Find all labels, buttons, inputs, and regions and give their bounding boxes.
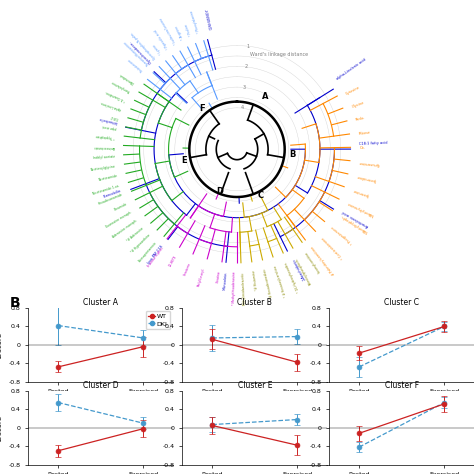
Text: C26H45NO7: C26H45NO7: [205, 8, 213, 30]
Text: * 4-Guanidino.: * 4-Guanidino.: [104, 89, 126, 101]
Text: *# Hypoxanthine: *# Hypoxanthine: [130, 234, 151, 255]
Text: alpha-Linoleno.: alpha-Linoleno.: [99, 99, 122, 111]
Text: Creatine: Creatine: [216, 270, 221, 283]
Text: 1: 1: [246, 44, 249, 48]
Text: Aminooctanoic: Aminooctanoic: [92, 145, 115, 149]
Y-axis label: Z-score: Z-score: [0, 415, 3, 441]
Text: pipe acet.: pipe acet.: [101, 123, 117, 129]
Text: Hexadecanamide: Hexadecanamide: [98, 192, 124, 206]
Text: lyso-PAF C16: lyso-PAF C16: [146, 245, 164, 265]
Text: # Palmitoylcarnitine: # Palmitoylcarnitine: [311, 245, 336, 275]
Text: Phenylalanine: Phenylalanine: [110, 79, 130, 93]
Text: Serotonin: Serotonin: [182, 262, 192, 276]
Text: * Tryptophan: * Tryptophan: [96, 133, 116, 139]
Title: Cluster A: Cluster A: [83, 298, 118, 307]
Text: Ox.: Ox.: [359, 146, 365, 150]
Text: Guanosine monoph.: Guanosine monoph.: [105, 210, 133, 229]
Text: *# Hexadecanedioic: *# Hexadecanedioic: [263, 268, 274, 299]
Text: Eicosapentaenoic: Eicosapentaenoic: [138, 240, 158, 263]
Text: *# Histamine: *# Histamine: [252, 270, 259, 291]
Text: N-Acetyltyrosine: N-Acetyltyrosine: [346, 201, 374, 217]
Legend: WT, DKI: WT, DKI: [146, 311, 170, 329]
Text: *# Adenosine: *# Adenosine: [126, 226, 145, 243]
Text: * Arginine: * Arginine: [175, 25, 185, 40]
Text: 2-Arachidonic: 2-Arachidonic: [292, 257, 306, 281]
Text: E: E: [182, 156, 187, 165]
Text: B: B: [290, 150, 296, 159]
Text: * 16-Hydroxyhexadec.: * 16-Hydroxyhexadec.: [284, 261, 301, 293]
Text: Spermidine: Spermidine: [356, 174, 377, 182]
Y-axis label: Z-score: Z-score: [0, 332, 3, 358]
Text: * Lysine: * Lysine: [153, 42, 163, 54]
Text: A: A: [262, 91, 268, 100]
Text: Adenosine monoph.: Adenosine monoph.: [112, 219, 138, 239]
Text: N-Acetyltryptoph.: N-Acetyltryptoph.: [339, 213, 368, 233]
Text: Lithocholic: Lithocholic: [98, 116, 118, 124]
Text: Prolyl/Leucyl.: Prolyl/Leucyl.: [197, 267, 207, 287]
Text: alpha-Linolenic acid: alpha-Linolenic acid: [336, 57, 367, 81]
Text: C18:2: C18:2: [110, 114, 119, 120]
Text: B: B: [9, 296, 20, 310]
Text: Cytosine: Cytosine: [345, 85, 361, 96]
Text: Glycochenodeox.: Glycochenodeox.: [128, 39, 153, 64]
Text: Monoolein: Monoolein: [222, 271, 228, 290]
Text: Oleamide: Oleamide: [113, 201, 128, 211]
Text: Testosterone: Testosterone: [128, 57, 145, 72]
Text: D: D: [217, 187, 223, 196]
Text: Methylimidazoleacetic: Methylimidazoleacetic: [241, 272, 247, 305]
Title: Cluster E: Cluster E: [237, 381, 272, 390]
Text: Redu.: Redu.: [356, 116, 366, 122]
Text: C18:1 fatty acid: C18:1 fatty acid: [359, 141, 388, 146]
Text: Stearoylcarnitine: Stearoylcarnitine: [304, 250, 321, 273]
Title: Cluster F: Cluster F: [385, 381, 419, 390]
Title: Cluster B: Cluster B: [237, 298, 272, 307]
Text: * Progesterone: * Progesterone: [331, 225, 354, 244]
Text: Ribose: Ribose: [358, 130, 371, 136]
Text: Arachidonic acid: Arachidonic acid: [342, 209, 369, 227]
Text: * Proline: * Proline: [184, 23, 193, 36]
Text: * # Hexanoylcarnitine: * # Hexanoylcarnitine: [274, 264, 288, 298]
Text: F: F: [200, 103, 205, 112]
Text: 4: 4: [241, 106, 244, 110]
Text: Nicotinamide 1-ox.: Nicotinamide 1-ox.: [92, 183, 121, 196]
Text: Spermine: Spermine: [352, 187, 369, 197]
Text: Palmitoylphosphoch.: Palmitoylphosphoch.: [294, 255, 313, 284]
Text: 3: 3: [242, 85, 246, 90]
Text: 2-Aminobut.: 2-Aminobut.: [118, 71, 136, 84]
Text: C: C: [257, 191, 264, 200]
Text: * Methylthioadenosine: * Methylthioadenosine: [232, 272, 237, 305]
Text: Threonine/Homoserine: Threonine/Homoserine: [123, 39, 150, 66]
Text: 12-HETE: 12-HETE: [168, 255, 178, 267]
Title: Cluster C: Cluster C: [384, 298, 419, 307]
Text: * Pipecolic acid: * Pipecolic acid: [154, 28, 170, 49]
Text: * Isoleucine/Leucine: * Isoleucine/Leucine: [159, 16, 178, 45]
Text: Kynuramine: Kynuramine: [358, 160, 380, 166]
Text: Glycine: Glycine: [351, 100, 365, 109]
Text: Fructose 6-phos.: Fructose 6-phos.: [147, 246, 165, 268]
Text: Nicotinoylglycine: Nicotinoylglycine: [91, 164, 116, 172]
Text: Glycerophospho-N-palm.: Glycerophospho-N-palm.: [129, 29, 156, 60]
Text: Stercobilin: Stercobilin: [103, 189, 122, 199]
Title: Cluster D: Cluster D: [83, 381, 118, 390]
Text: Ward's linkage distance: Ward's linkage distance: [250, 52, 309, 57]
Text: * Corticosterone: * Corticosterone: [321, 235, 345, 259]
Text: * Phenylalanine: * Phenylalanine: [190, 10, 201, 34]
Text: 2: 2: [244, 64, 247, 69]
Text: Indolyl acetate: Indolyl acetate: [92, 155, 115, 160]
Text: Nicotinamide: Nicotinamide: [98, 174, 118, 182]
